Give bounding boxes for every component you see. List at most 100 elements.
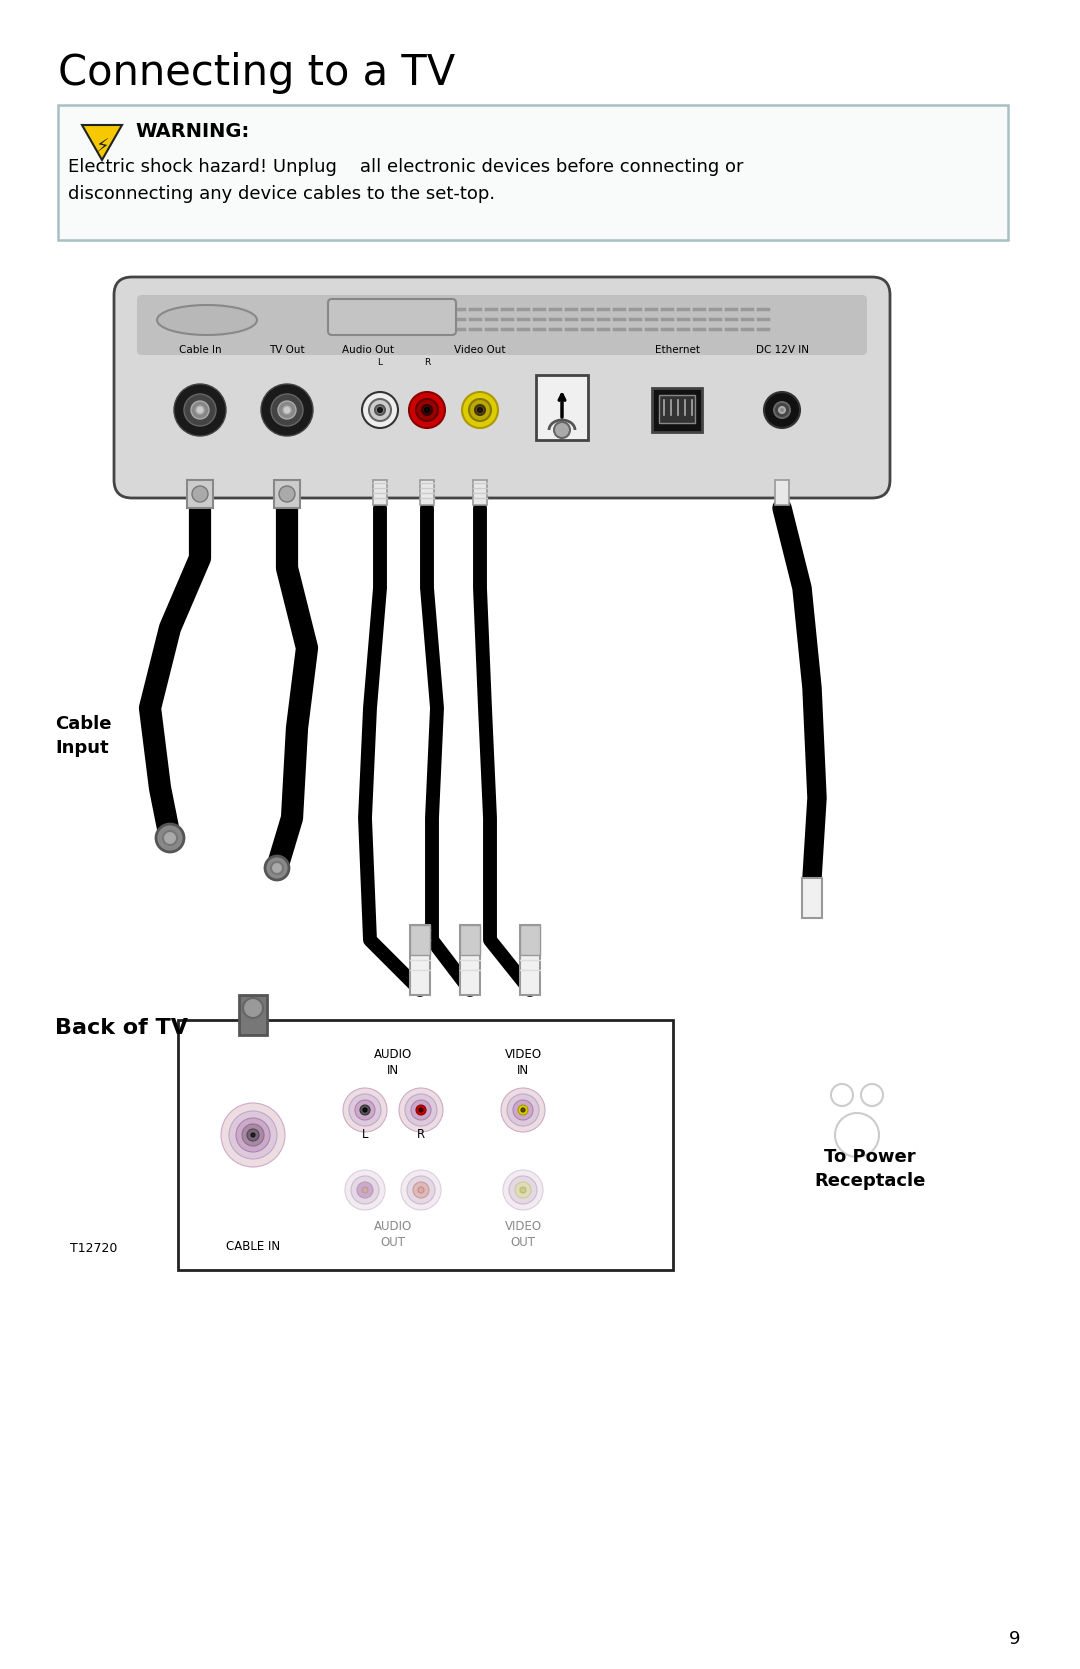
Text: Audio Out: Audio Out <box>342 345 394 355</box>
Circle shape <box>409 392 445 427</box>
Circle shape <box>221 1103 285 1167</box>
FancyBboxPatch shape <box>536 376 588 441</box>
Circle shape <box>519 1187 526 1193</box>
Circle shape <box>518 1105 528 1115</box>
Text: TV Out: TV Out <box>269 345 305 355</box>
Text: VIDEO
IN: VIDEO IN <box>504 1048 541 1077</box>
Text: Electric shock hazard! Unplug    all electronic devices before connecting or: Electric shock hazard! Unplug all electr… <box>68 159 743 175</box>
FancyBboxPatch shape <box>659 396 696 422</box>
Circle shape <box>271 861 283 875</box>
Circle shape <box>515 1182 531 1198</box>
Circle shape <box>191 401 210 419</box>
Circle shape <box>265 856 289 880</box>
Circle shape <box>475 406 485 416</box>
Text: VIDEO
OUT: VIDEO OUT <box>504 1220 541 1248</box>
Circle shape <box>521 1108 525 1112</box>
Circle shape <box>247 1128 259 1142</box>
Text: L: L <box>362 1128 368 1142</box>
Circle shape <box>419 1108 423 1112</box>
FancyBboxPatch shape <box>460 925 480 955</box>
FancyBboxPatch shape <box>519 925 540 955</box>
Circle shape <box>362 1187 368 1193</box>
Circle shape <box>462 392 498 427</box>
FancyBboxPatch shape <box>137 295 867 355</box>
Circle shape <box>192 486 208 502</box>
Circle shape <box>861 1083 883 1107</box>
FancyBboxPatch shape <box>373 481 387 506</box>
FancyBboxPatch shape <box>473 481 487 506</box>
Ellipse shape <box>157 305 257 335</box>
FancyBboxPatch shape <box>420 481 434 506</box>
Circle shape <box>764 392 800 427</box>
Text: Cable
Input: Cable Input <box>55 714 111 756</box>
FancyBboxPatch shape <box>58 105 1008 240</box>
Circle shape <box>378 407 382 412</box>
Circle shape <box>831 1083 853 1107</box>
Text: DC 12V IN: DC 12V IN <box>756 345 809 355</box>
Circle shape <box>426 407 429 412</box>
Text: Ethernet: Ethernet <box>654 345 700 355</box>
Text: R: R <box>417 1128 426 1142</box>
FancyBboxPatch shape <box>187 481 213 507</box>
Circle shape <box>774 402 789 417</box>
Circle shape <box>554 422 570 437</box>
Circle shape <box>237 1118 270 1152</box>
Circle shape <box>401 1170 441 1210</box>
Text: WARNING:: WARNING: <box>135 122 249 140</box>
FancyBboxPatch shape <box>114 277 890 497</box>
Circle shape <box>405 1093 437 1127</box>
Circle shape <box>779 407 785 412</box>
Circle shape <box>251 1133 255 1137</box>
Circle shape <box>363 1108 367 1112</box>
Circle shape <box>174 384 226 436</box>
Circle shape <box>513 1100 534 1120</box>
Text: T12720: T12720 <box>70 1242 118 1255</box>
Circle shape <box>416 399 438 421</box>
Circle shape <box>375 406 384 416</box>
FancyBboxPatch shape <box>239 995 267 1035</box>
Text: disconnecting any device cables to the set-top.: disconnecting any device cables to the s… <box>68 185 495 204</box>
Text: To Power
Receptacle: To Power Receptacle <box>814 1148 926 1190</box>
Circle shape <box>478 407 482 412</box>
Circle shape <box>163 831 177 845</box>
FancyBboxPatch shape <box>652 387 702 432</box>
Text: R: R <box>423 357 430 367</box>
FancyBboxPatch shape <box>328 299 456 335</box>
Circle shape <box>195 406 204 414</box>
Circle shape <box>156 824 184 851</box>
FancyBboxPatch shape <box>410 925 430 955</box>
FancyBboxPatch shape <box>410 925 430 995</box>
FancyBboxPatch shape <box>460 925 480 995</box>
Circle shape <box>509 1177 537 1203</box>
Circle shape <box>507 1093 539 1127</box>
Text: Back of TV: Back of TV <box>55 1018 188 1038</box>
Circle shape <box>229 1112 276 1158</box>
Circle shape <box>407 1177 435 1203</box>
Text: AUDIO
OUT: AUDIO OUT <box>374 1220 413 1248</box>
Circle shape <box>271 394 303 426</box>
Circle shape <box>261 384 313 436</box>
FancyBboxPatch shape <box>802 878 822 918</box>
FancyBboxPatch shape <box>519 925 540 995</box>
Circle shape <box>503 1170 543 1210</box>
Text: Back of Z70DVB: Back of Z70DVB <box>195 279 345 295</box>
Circle shape <box>411 1100 431 1120</box>
FancyBboxPatch shape <box>178 1020 673 1270</box>
Circle shape <box>469 399 491 421</box>
Circle shape <box>283 406 291 414</box>
Circle shape <box>418 1187 424 1193</box>
Circle shape <box>279 486 295 502</box>
Text: 9: 9 <box>1009 1631 1020 1647</box>
Circle shape <box>242 1123 264 1147</box>
Circle shape <box>369 399 391 421</box>
Text: ⚡: ⚡ <box>95 137 109 157</box>
Text: Video Out: Video Out <box>455 345 505 355</box>
Text: CABLE IN: CABLE IN <box>226 1240 280 1253</box>
Polygon shape <box>82 125 122 160</box>
Circle shape <box>355 1100 375 1120</box>
Text: Cable In: Cable In <box>178 345 221 355</box>
Text: L: L <box>378 357 382 367</box>
Circle shape <box>343 1088 387 1132</box>
FancyBboxPatch shape <box>274 481 300 507</box>
Text: Connecting to a TV: Connecting to a TV <box>58 52 456 93</box>
